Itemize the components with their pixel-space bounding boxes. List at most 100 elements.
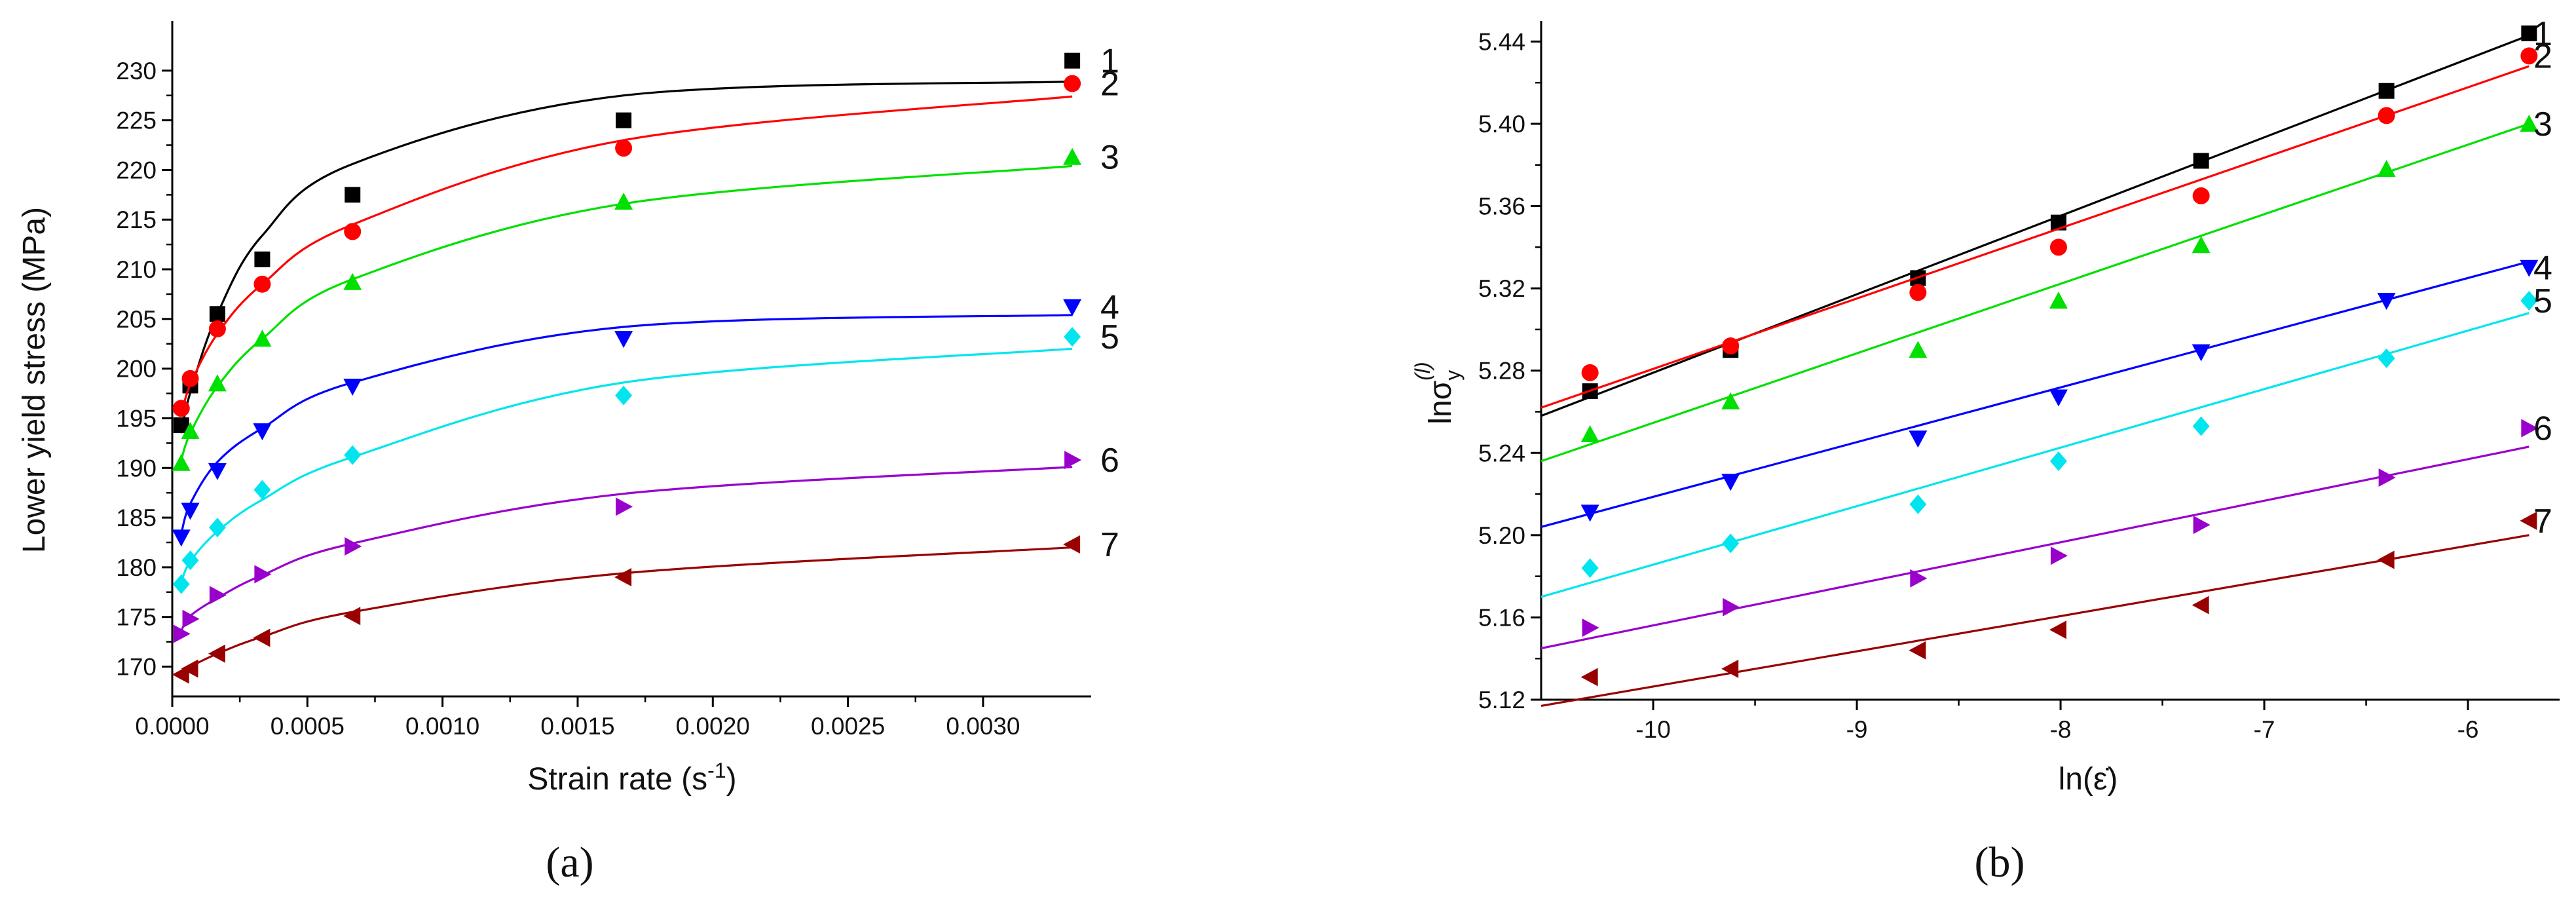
data-point-series-3 [343, 273, 362, 290]
curve-label-1: 1 [2533, 15, 2552, 53]
data-point-series-4 [181, 502, 200, 520]
data-point-series-7 [614, 568, 632, 587]
data-point-series-5 [2378, 348, 2395, 368]
fit-line-5 [180, 347, 1073, 583]
y-tick-label: 195 [116, 405, 157, 432]
data-point-series-3 [2520, 114, 2539, 132]
data-point-series-3 [181, 422, 200, 440]
panel-b: lnσy(l) ln(ε̇) (b) -10 -9 -8 -7 -6 5.12 5.16 5.… [1411, 15, 2560, 886]
x-tick-label: -7 [2254, 716, 2275, 743]
data-point-series-4 [208, 463, 227, 480]
data-point-series-5 [172, 574, 190, 594]
data-point-series-7 [1580, 668, 1598, 687]
data-point-series-7 [181, 659, 198, 678]
data-point-series-4 [2049, 389, 2068, 407]
data-point-series-2 [2520, 47, 2538, 65]
data-point-series-2 [1581, 364, 1599, 381]
curve-label-3: 3 [1100, 139, 1119, 177]
data-point-series-3 [253, 330, 272, 347]
y-tick-label: 5.16 [1478, 604, 1525, 631]
data-point-series-2 [344, 223, 362, 240]
y-tick-label: 210 [116, 256, 157, 283]
data-point-series-1 [616, 112, 632, 128]
x-tick-label: 0.0015 [540, 713, 614, 740]
fit-line-1 [180, 80, 1073, 434]
y-tick-label: 5.36 [1478, 193, 1525, 220]
data-point-series-4 [2520, 259, 2539, 277]
data-point-series-3 [2192, 236, 2211, 254]
y-tick-label: 230 [116, 58, 157, 85]
data-point-series-1 [2521, 25, 2537, 41]
data-point-series-3 [1580, 425, 1599, 443]
data-point-series-1 [2193, 153, 2209, 169]
data-point-series-6 [345, 537, 362, 556]
curve-label-6: 6 [1100, 442, 1119, 480]
data-point-series-7 [1063, 535, 1081, 554]
fit-line-6 [1540, 446, 2529, 650]
data-point-series-6 [2521, 419, 2539, 438]
fit-line-5 [1540, 312, 2529, 598]
data-point-series-7 [2049, 620, 2066, 639]
y-tick-label: 5.32 [1478, 275, 1525, 302]
y-tick-label: 5.28 [1478, 358, 1525, 385]
data-point-series-4 [343, 378, 362, 396]
data-point-series-2 [2192, 187, 2210, 204]
data-point-series-6 [182, 609, 200, 628]
data-point-series-3 [2377, 160, 2396, 178]
fit-line-7 [180, 546, 1073, 673]
data-point-series-2 [1909, 284, 1927, 301]
data-point-series-5 [208, 518, 226, 538]
data-point-series-6 [1582, 618, 1599, 637]
fit-line-3 [1540, 123, 2529, 463]
data-point-series-7 [1721, 659, 1739, 678]
data-point-series-2 [1722, 337, 1740, 355]
y-tick-label: 180 [116, 554, 157, 581]
data-point-series-6 [2193, 516, 2211, 535]
data-point-series-2 [1064, 75, 1081, 92]
x-tick-label: 0.0000 [135, 713, 209, 740]
data-point-series-2 [172, 400, 190, 417]
y-tick-label: 220 [116, 157, 157, 183]
x-tick-label: 0.0020 [676, 713, 750, 740]
data-point-series-3 [614, 192, 633, 210]
y-tick-label: 200 [116, 356, 157, 383]
data-point-series-2 [2049, 238, 2067, 256]
data-point-series-5 [1722, 533, 1740, 554]
data-point-series-2 [2378, 107, 2395, 124]
data-point-series-5 [615, 385, 633, 406]
data-point-series-4 [1721, 474, 1740, 491]
data-point-series-3 [1909, 341, 1928, 358]
data-point-series-7 [343, 607, 361, 626]
x-tick-label: 0.0010 [405, 713, 479, 740]
data-point-series-4 [172, 529, 191, 547]
data-point-series-4 [253, 423, 272, 441]
y-tick-label: 5.12 [1478, 687, 1525, 713]
data-point-series-5 [1064, 327, 1081, 347]
data-point-series-5 [344, 445, 362, 465]
data-point-series-7 [1909, 641, 1926, 660]
x-tick-label: 0.0005 [271, 713, 345, 740]
fit-line-4 [180, 314, 1073, 534]
fit-line-6 [180, 466, 1073, 632]
curve-label-1: 1 [1100, 43, 1119, 81]
curve-label-2: 2 [1100, 66, 1119, 104]
y-tick-label: 215 [116, 206, 157, 233]
data-point-series-4 [1909, 430, 1928, 448]
data-point-series-4 [1063, 299, 1082, 316]
data-point-series-7 [2520, 511, 2537, 530]
curve-label-5: 5 [1100, 318, 1119, 356]
y-tick-label: 205 [116, 306, 157, 333]
data-point-series-5 [2049, 451, 2067, 471]
data-point-series-4 [2377, 292, 2396, 310]
x-tick-label: -10 [1635, 716, 1670, 743]
panel-a-x-axis-title: Strain rate (s-1) [527, 759, 736, 797]
data-point-series-5 [253, 480, 271, 500]
y-tick-label: 5.44 [1478, 28, 1525, 55]
data-point-series-1 [2378, 83, 2395, 99]
data-point-series-4 [1580, 504, 1599, 522]
data-point-series-6 [173, 624, 191, 643]
data-point-series-3 [1721, 392, 1740, 409]
data-point-series-1 [1064, 52, 1081, 69]
data-point-series-7 [253, 628, 271, 647]
